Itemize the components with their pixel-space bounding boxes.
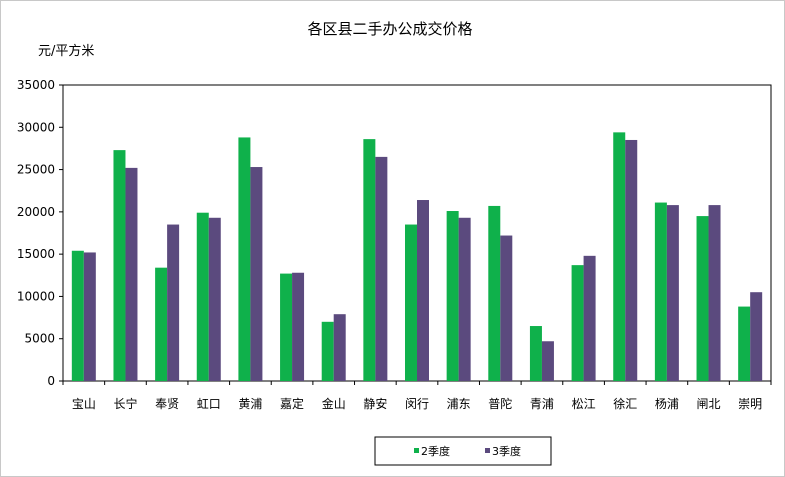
bar-q3 xyxy=(500,235,513,381)
y-tick-label: 20000 xyxy=(17,205,55,219)
bar-q2 xyxy=(696,216,709,381)
bar-q3 xyxy=(333,314,346,381)
bar-q3 xyxy=(708,205,721,381)
x-category-label: 浦东 xyxy=(447,397,471,411)
x-category-label: 静安 xyxy=(363,396,387,411)
bar-q3 xyxy=(666,205,679,381)
y-tick-label: 10000 xyxy=(17,289,55,303)
x-category-label: 普陀 xyxy=(488,396,512,411)
bar-q3 xyxy=(458,217,471,381)
bar-q2 xyxy=(71,250,84,381)
x-category-label: 徐汇 xyxy=(613,396,637,411)
legend-swatch-q3 xyxy=(485,448,490,453)
bar-q2 xyxy=(196,212,209,381)
legend-label-q3: 3季度 xyxy=(492,444,521,458)
bar-q2 xyxy=(654,202,667,381)
x-category-label: 青浦 xyxy=(530,397,554,411)
bar-q3 xyxy=(292,272,305,381)
bar-q2 xyxy=(738,306,751,381)
y-tick-label: 25000 xyxy=(17,163,55,177)
bar-q3 xyxy=(167,224,180,381)
bar-q3 xyxy=(208,217,221,381)
bar-q3 xyxy=(750,292,763,381)
x-category-label: 奉贤 xyxy=(155,397,179,411)
y-axis-unit-label: 元/平方米 xyxy=(38,43,94,59)
x-category-label: 宝山 xyxy=(72,397,96,411)
bar-q3 xyxy=(125,167,138,381)
bar-q2 xyxy=(238,137,251,381)
bar-q3 xyxy=(583,255,596,381)
plot-area: 0 5000 10000 15000 20000 25000 30000 35000 宝山 长宁 奉… xyxy=(17,78,772,411)
x-category-label: 杨浦 xyxy=(655,396,679,411)
bar-q2 xyxy=(529,326,542,381)
bar-q3 xyxy=(250,167,263,381)
bar-q2 xyxy=(488,205,501,381)
x-category-label: 崇明 xyxy=(738,397,762,411)
legend-box xyxy=(374,436,552,466)
y-tick-label: 35000 xyxy=(17,78,55,92)
bar-q3 xyxy=(375,156,388,381)
bar-q2 xyxy=(321,321,334,381)
bar-q2 xyxy=(405,224,417,381)
x-category-label: 闸北 xyxy=(697,397,721,411)
x-category-label: 嘉定 xyxy=(280,396,304,411)
x-category-label: 黄浦 xyxy=(238,397,262,411)
y-tick-label: 5000 xyxy=(24,332,55,346)
legend-label-q2: 2季度 xyxy=(421,444,450,458)
bar-q3 xyxy=(541,341,554,381)
bar-q2 xyxy=(446,211,459,381)
bar-q2 xyxy=(613,132,626,381)
bar-q2 xyxy=(155,267,168,381)
x-category-label: 虹口 xyxy=(197,397,221,411)
bar-q3 xyxy=(83,252,96,381)
bar-q3 xyxy=(625,139,638,381)
y-tick-label: 30000 xyxy=(17,120,55,134)
bar-q3 xyxy=(417,200,429,381)
y-tick-label: 0 xyxy=(47,374,55,388)
chart-title: 各区县二手办公成交价格 xyxy=(307,20,472,38)
bar-q2 xyxy=(363,139,376,381)
x-category-label: 金山 xyxy=(322,396,346,411)
x-category-label: 闵行 xyxy=(405,396,429,411)
bar-q2 xyxy=(113,150,126,381)
y-tick-label: 15000 xyxy=(17,247,55,261)
legend-swatch-q2 xyxy=(414,448,419,453)
bar-q2 xyxy=(280,273,293,381)
legend: 2季度 3季度 xyxy=(374,436,552,466)
x-category-label: 松江 xyxy=(572,397,596,411)
bar-q2 xyxy=(571,265,584,381)
x-category-label: 长宁 xyxy=(113,396,137,411)
